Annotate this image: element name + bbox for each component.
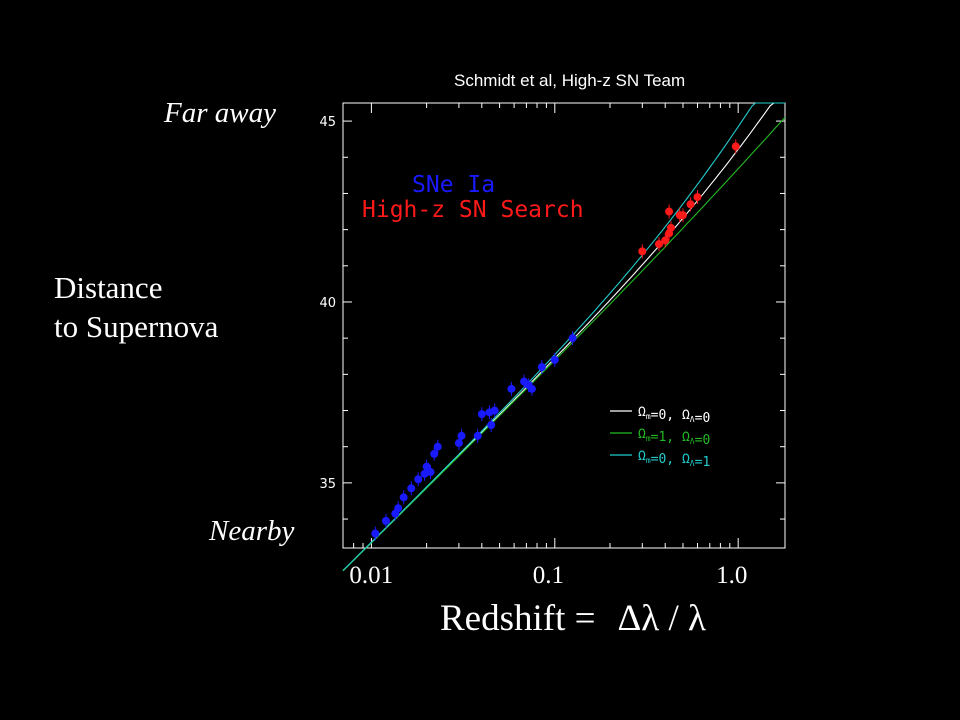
data-point bbox=[661, 236, 670, 245]
data-point bbox=[654, 240, 663, 249]
x-tick-label: 1.0 bbox=[716, 562, 748, 589]
data-point bbox=[678, 211, 687, 220]
data-point bbox=[394, 504, 403, 513]
y-axis-label: Distance to Supernova bbox=[54, 268, 218, 346]
y-tick-label: 45 bbox=[319, 115, 336, 130]
data-point bbox=[381, 516, 390, 525]
data-point bbox=[371, 529, 380, 538]
y-tick-label: 40 bbox=[319, 296, 336, 311]
data-points bbox=[371, 139, 740, 541]
legend-label: Ωm=1, ΩΛ=0 bbox=[638, 427, 710, 448]
data-point bbox=[454, 439, 463, 448]
data-point bbox=[666, 223, 675, 232]
data-point bbox=[527, 384, 536, 393]
data-point bbox=[686, 200, 695, 209]
data-point bbox=[487, 420, 496, 429]
data-point bbox=[731, 142, 740, 151]
y-tick-label: 35 bbox=[319, 477, 336, 492]
y-axis-label-line1: Distance bbox=[54, 270, 163, 305]
title-sne: SNe Ia bbox=[412, 172, 495, 198]
data-point bbox=[414, 475, 423, 484]
x-tick-label: 0.1 bbox=[532, 562, 565, 589]
x-tick-label: 0.01 bbox=[349, 562, 394, 589]
data-point bbox=[638, 247, 647, 256]
plot-frame bbox=[342, 102, 786, 549]
data-point bbox=[426, 468, 435, 477]
data-point bbox=[477, 410, 486, 419]
data-point bbox=[457, 431, 466, 440]
credit-text: Schmidt et al, High-z SN Team bbox=[454, 71, 686, 90]
legend-label: Ωm=0, ΩΛ=0 bbox=[638, 405, 710, 426]
model-curve bbox=[342, 102, 785, 571]
data-point bbox=[433, 442, 442, 451]
data-point bbox=[490, 406, 499, 415]
data-point bbox=[430, 449, 439, 458]
x-axis-label-text: Redshift = bbox=[440, 598, 596, 639]
y-axis-label-line2: to Supernova bbox=[54, 309, 219, 344]
data-point bbox=[473, 431, 482, 440]
legend-label: Ωm=0, ΩΛ=1 bbox=[638, 449, 710, 470]
data-point bbox=[537, 363, 546, 372]
model-curve bbox=[342, 102, 785, 572]
data-point bbox=[665, 207, 674, 216]
data-point bbox=[693, 193, 702, 202]
model-curves bbox=[342, 102, 786, 572]
title-highz: High-z SN Search bbox=[362, 197, 584, 223]
x-axis-label: Redshift = Δλ / λ bbox=[440, 597, 706, 640]
data-point bbox=[568, 334, 577, 343]
model-curve bbox=[342, 117, 786, 572]
data-point bbox=[399, 493, 408, 502]
x-axis-label-formula: Δλ / λ bbox=[617, 598, 706, 639]
far-away-label: Far away bbox=[164, 97, 276, 129]
nearby-label: Nearby bbox=[209, 515, 295, 547]
legend: Ωm=0, ΩΛ=0Ωm=1, ΩΛ=0Ωm=0, ΩΛ=1 bbox=[610, 405, 710, 470]
axis-ticks: 35 40 45 bbox=[319, 103, 785, 548]
data-point bbox=[550, 355, 559, 364]
data-point bbox=[507, 384, 516, 393]
data-point bbox=[407, 484, 416, 493]
